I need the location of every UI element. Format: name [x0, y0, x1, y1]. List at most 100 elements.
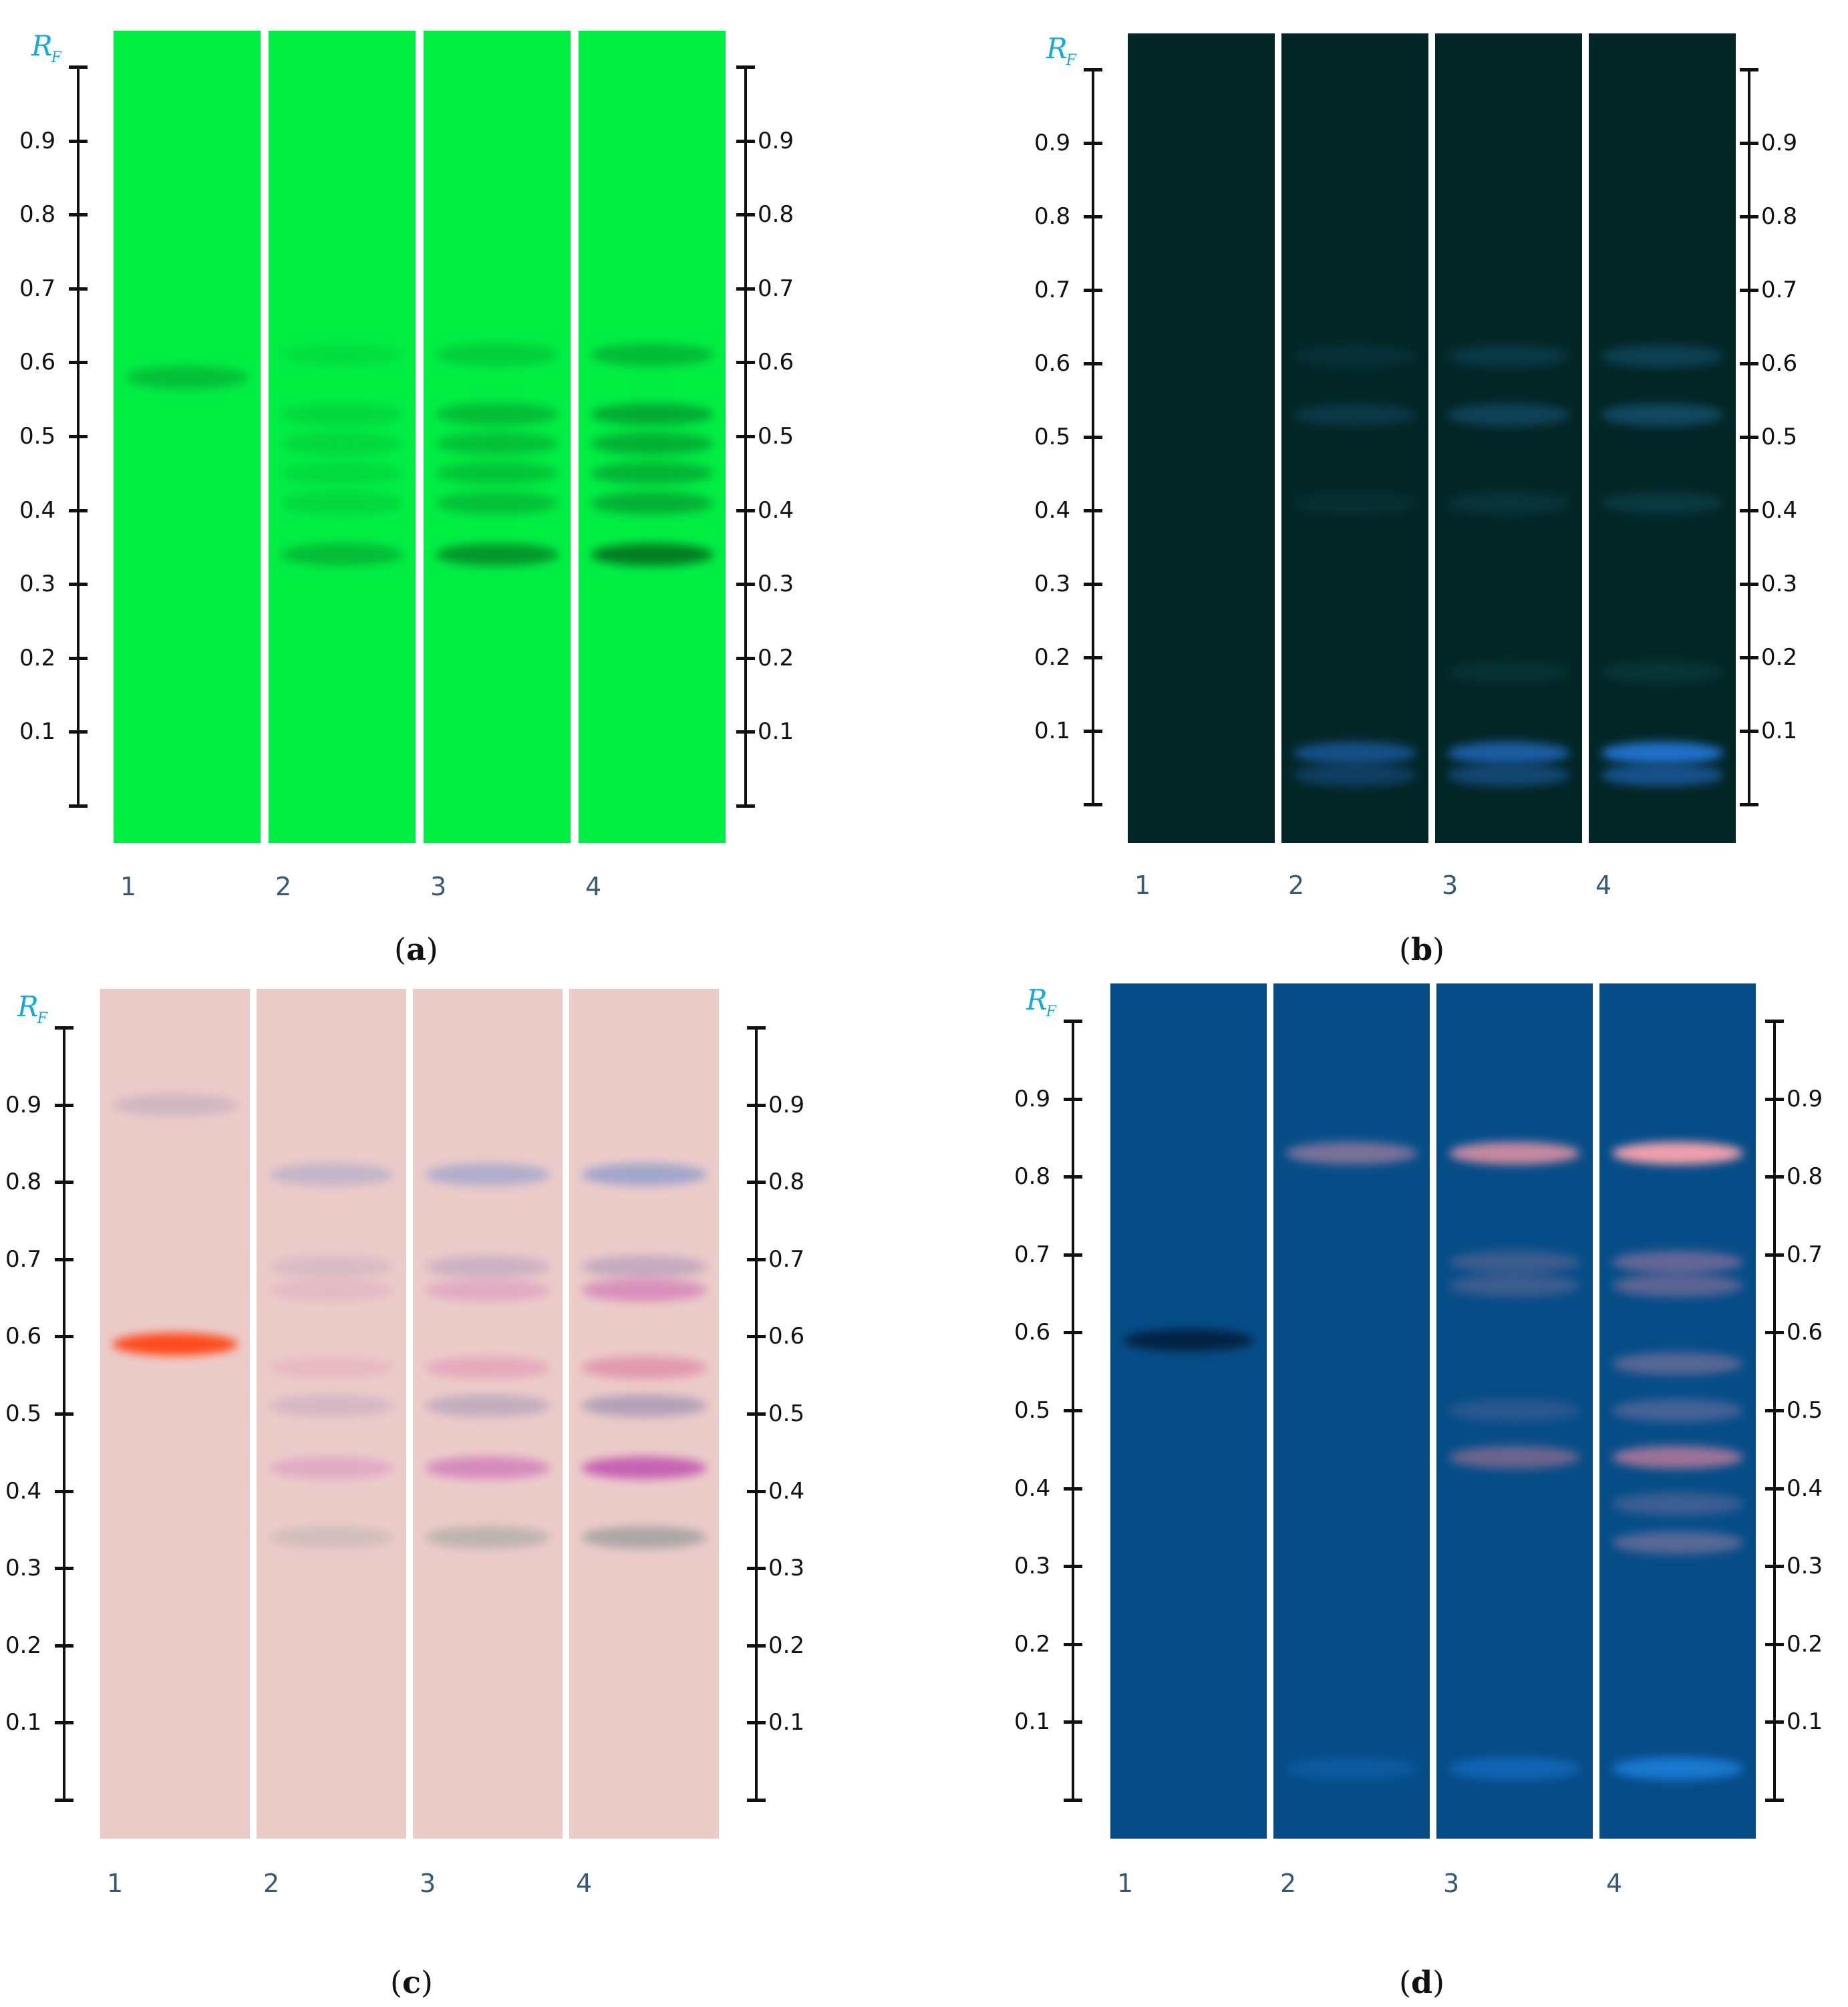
rf-tick-label: 0.6: [768, 1323, 805, 1350]
rf-tick-label: 0.9: [768, 1091, 805, 1118]
band: [1611, 1757, 1744, 1781]
caption-close-paren: ): [420, 1964, 433, 2000]
rf-tick-label: 0.9: [19, 127, 56, 154]
band: [424, 1163, 551, 1186]
rf-tick-label: 0.2: [758, 644, 794, 671]
rf-tick-label: 0.4: [1014, 1475, 1051, 1502]
band: [1446, 492, 1571, 514]
lane-number: 1: [120, 872, 137, 901]
band: [1611, 1274, 1744, 1297]
caption-open-paren: (: [390, 1964, 402, 2000]
rf-tick-label: 0.7: [1787, 1241, 1823, 1268]
rf-tick-label: 0.9: [1787, 1085, 1823, 1112]
lane-number: 1: [107, 1869, 124, 1898]
rf-tick: [1740, 509, 1758, 512]
lane-2-strip: [1281, 33, 1428, 843]
rf-tick-label: 0.7: [1014, 1241, 1051, 1268]
axis-end-tick: [1740, 68, 1758, 71]
rf-tick-label: 0.8: [768, 1169, 805, 1196]
rf-tick-label: 0.1: [758, 718, 794, 746]
rf-tick: [1740, 362, 1758, 365]
band: [1293, 404, 1417, 426]
band: [435, 402, 559, 426]
band: [1611, 1445, 1744, 1469]
band: [1611, 1492, 1744, 1515]
band: [581, 1525, 708, 1549]
rf-symbol-subscript: F: [1066, 52, 1076, 69]
rf-tick: [1740, 656, 1758, 659]
caption-close-paren: ): [426, 931, 438, 967]
rf-tick: [1084, 142, 1102, 145]
rf-tick: [69, 656, 88, 660]
band: [1293, 742, 1417, 764]
rf-symbol-r: R: [1046, 32, 1068, 65]
band: [1611, 1142, 1744, 1165]
band: [1600, 345, 1724, 367]
band: [435, 432, 559, 456]
rf-tick-label: 0.6: [19, 349, 56, 376]
rf-tick-label: 0.4: [768, 1477, 805, 1505]
axis-end-tick: [1084, 68, 1102, 71]
lane-number: 2: [275, 872, 292, 901]
rf-tick-label: 0.3: [1761, 571, 1798, 597]
axis-end-tick: [69, 804, 88, 808]
rf-tick: [1765, 1642, 1784, 1646]
band: [590, 432, 714, 456]
band: [424, 1255, 551, 1279]
caption-open-paren: (: [394, 931, 406, 967]
rf-tick-label: 0.2: [19, 644, 56, 671]
rf-tick: [747, 1721, 766, 1725]
band: [1293, 345, 1417, 367]
band: [1611, 1352, 1744, 1376]
band: [590, 343, 714, 367]
rf-tick-label: 0.6: [1761, 350, 1798, 377]
band: [1611, 1399, 1744, 1422]
rf-tick-label: 0.8: [5, 1169, 42, 1196]
rf-tick-label: 0.6: [1034, 350, 1071, 377]
rf-tick: [1084, 289, 1102, 292]
band: [1446, 345, 1571, 367]
band: [268, 1456, 395, 1479]
rf-tick: [1064, 1487, 1082, 1491]
band: [1448, 1757, 1581, 1781]
caption-letter: d: [1410, 1964, 1433, 2000]
rf-tick: [1765, 1175, 1784, 1179]
band: [1446, 661, 1571, 683]
rf-tick: [747, 1335, 766, 1339]
rf-tick-label: 0.6: [5, 1323, 42, 1350]
rf-tick: [1084, 730, 1102, 733]
rf-tick: [1084, 583, 1102, 586]
rf-tick-label: 0.3: [1787, 1553, 1823, 1580]
band: [280, 343, 404, 367]
rf-symbol-r: R: [31, 29, 53, 62]
rf-tick-label: 0.7: [19, 275, 56, 302]
rf-tick-label: 0.4: [19, 496, 56, 524]
rf-tick-label: 0.2: [1034, 644, 1071, 671]
rf-tick: [747, 1257, 766, 1261]
rf-tick-label: 0.8: [19, 201, 56, 228]
rf-tick-label: 0.3: [758, 571, 794, 598]
panel-caption: (a): [394, 934, 438, 965]
band: [125, 365, 249, 389]
rf-tick: [69, 435, 88, 438]
lane-number: 1: [1117, 1869, 1134, 1898]
rf-symbol-subscript: F: [37, 1010, 47, 1027]
rf-tick-label: 0.8: [758, 201, 794, 228]
rf-tick: [69, 730, 88, 734]
rf-tick: [1084, 509, 1102, 512]
lane-number: 3: [420, 1869, 436, 1898]
rf-tick: [1064, 1331, 1082, 1335]
band: [581, 1456, 708, 1479]
rf-tick-label: 0.7: [1761, 277, 1798, 303]
rf-tick: [55, 1644, 73, 1648]
lane-number: 2: [1288, 871, 1305, 900]
rf-tick-label: 0.5: [1014, 1397, 1051, 1424]
band: [424, 1525, 551, 1549]
rf-tick: [69, 583, 88, 587]
axis-end-tick: [1765, 1020, 1784, 1023]
band: [1285, 1757, 1418, 1781]
band: [268, 1163, 395, 1186]
band: [424, 1356, 551, 1379]
rf-tick: [1740, 730, 1758, 733]
rf-tick: [55, 1335, 73, 1339]
